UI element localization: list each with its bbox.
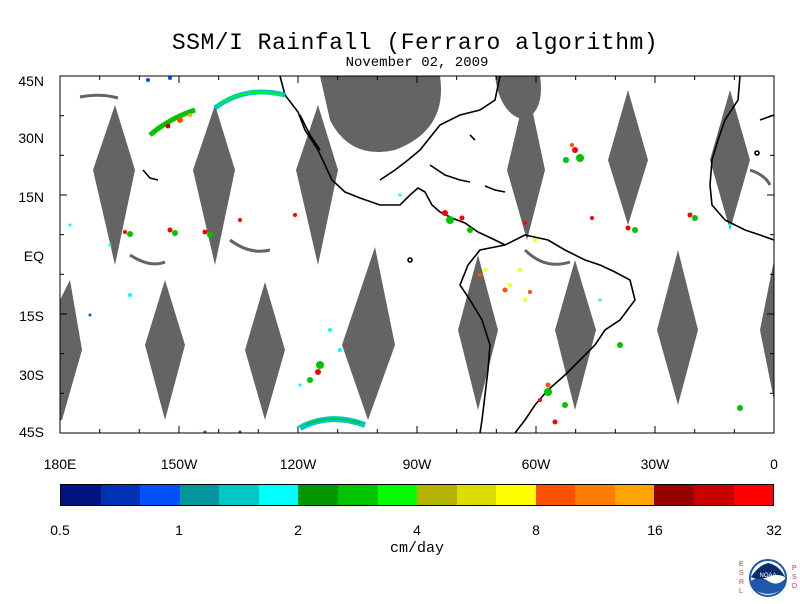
lon-label-30w: 30W bbox=[640, 456, 670, 472]
legend-units: cm/day bbox=[389, 540, 444, 557]
legend-tick-2: 2 bbox=[294, 522, 302, 538]
logo-letter-l: L bbox=[739, 588, 743, 595]
legend-color-swatch bbox=[496, 485, 536, 505]
legend-color-swatch bbox=[535, 485, 576, 505]
legend-color-swatch bbox=[456, 485, 497, 505]
logo-letter-e: E bbox=[739, 561, 744, 568]
logo-letter-d: D bbox=[792, 583, 798, 590]
legend-color-swatch bbox=[219, 485, 259, 505]
lon-label-60w: 60W bbox=[521, 456, 551, 472]
lat-label-eq: EQ bbox=[23, 248, 44, 264]
map-date: November 02, 2009 bbox=[345, 55, 489, 71]
legend-tick-1: 1 bbox=[175, 522, 183, 538]
axis-ticks bbox=[59, 75, 775, 434]
legend-color-swatch bbox=[179, 485, 220, 505]
legend-tick-0-5: 0.5 bbox=[50, 522, 70, 538]
logo-letter-p: P bbox=[792, 565, 797, 572]
legend-color-swatch bbox=[377, 485, 418, 505]
legend-tick-8: 8 bbox=[532, 522, 540, 538]
legend-color-swatch bbox=[258, 485, 299, 505]
esrl-psd-logo: NOAA E S R L P S D bbox=[737, 557, 799, 599]
logo-letter-s2: S bbox=[792, 574, 797, 581]
legend-color-swatch bbox=[733, 485, 774, 505]
legend-color-swatch bbox=[337, 485, 378, 505]
logo-letter-s: S bbox=[739, 570, 744, 577]
lon-label-120w: 120W bbox=[279, 456, 317, 472]
legend-tick-16: 16 bbox=[647, 522, 663, 538]
legend-color-swatch bbox=[100, 485, 141, 505]
map-title: SSM/I Rainfall (Ferraro algorithm) bbox=[171, 30, 659, 56]
lat-label-15s: 15S bbox=[19, 308, 44, 324]
legend-color-swatch bbox=[654, 485, 694, 505]
lon-label-90w: 90W bbox=[402, 456, 432, 472]
logo-noaa-text: NOAA bbox=[759, 573, 776, 579]
lon-label-150w: 150W bbox=[160, 456, 198, 472]
legend-color-swatch bbox=[298, 485, 338, 505]
logo-letter-r: R bbox=[739, 579, 745, 586]
legend-color-swatch bbox=[140, 485, 180, 505]
lat-label-45n: 45N bbox=[18, 73, 44, 89]
rainfall-map bbox=[59, 75, 775, 434]
rainfall-cells bbox=[68, 76, 743, 433]
legend-color-swatch bbox=[575, 485, 615, 505]
legend-tick-32: 32 bbox=[766, 522, 782, 538]
lat-label-30n: 30N bbox=[18, 130, 44, 146]
lon-label-0: 0 bbox=[770, 456, 778, 472]
legend-tick-4: 4 bbox=[413, 522, 421, 538]
lat-label-45s: 45S bbox=[19, 424, 44, 440]
lon-label-180e: 180E bbox=[43, 456, 77, 472]
legend-color-swatch bbox=[61, 485, 101, 505]
legend-color-swatch bbox=[417, 485, 457, 505]
legend-color-swatch bbox=[614, 485, 655, 505]
legend-color-swatch bbox=[694, 485, 734, 505]
missing-data-swaths bbox=[60, 76, 774, 420]
lat-label-30s: 30S bbox=[19, 367, 44, 383]
noaa-emblem-icon: NOAA bbox=[749, 559, 787, 597]
color-legend-bar bbox=[60, 484, 774, 506]
lat-label-15n: 15N bbox=[18, 189, 44, 205]
